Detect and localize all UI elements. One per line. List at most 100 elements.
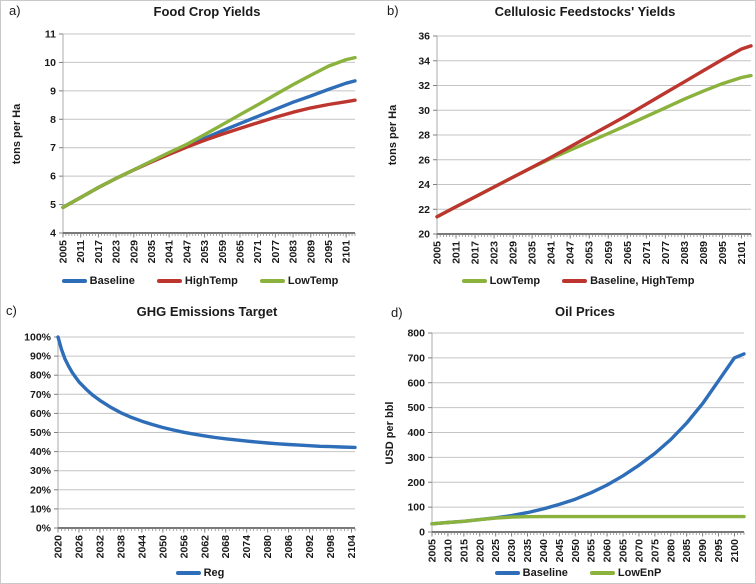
- x-tick-label: 2047: [565, 241, 577, 265]
- y-tick-label: 200: [407, 477, 425, 489]
- legend-item: Baseline: [61, 275, 135, 287]
- y-tick-label: 36: [418, 31, 430, 43]
- x-tick-label: 2085: [681, 539, 693, 563]
- y-tick-label: 800: [407, 328, 425, 340]
- series-line-baseline: [430, 352, 746, 526]
- x-tick-label: 2055: [586, 539, 598, 563]
- x-tick-label: 2017: [93, 240, 105, 264]
- x-tick-label: 2044: [136, 535, 148, 559]
- legend-item: HighTemp: [156, 275, 238, 287]
- legend-d: Baseline LowEnP: [407, 567, 749, 579]
- legend-item: LowEnP: [589, 567, 662, 579]
- y-tick-label: 90%: [30, 351, 52, 363]
- y-tick-label: 28: [418, 130, 430, 142]
- x-tick-label: 2104: [346, 535, 358, 559]
- y-tick-label: 400: [407, 427, 425, 439]
- x-tick-label: 2041: [546, 241, 558, 265]
- x-tick-label: 2090: [697, 539, 709, 563]
- x-tick-label: 2065: [234, 240, 246, 264]
- chart-title-b: Cellulosic Feedstocks' Yields: [494, 4, 676, 19]
- plot-area-c: 0% 10% 20% 30% 40% 50% 60% 70% 80% 90% 100% 2020 202…: [24, 332, 358, 559]
- y-axis-title-b: tons per Ha: [387, 104, 399, 166]
- x-tick-label: 2038: [115, 535, 127, 559]
- legend-swatch: [562, 279, 588, 283]
- legend-item: Baseline, HighTemp: [562, 275, 694, 287]
- legend-label: Baseline: [522, 567, 568, 579]
- chart-panel-b-cellulosic-feedstocks-yields: b) Cellulosic Feedstocks' Yields tons pe…: [379, 1, 755, 293]
- y-tick-label: 10%: [30, 503, 52, 515]
- x-tick-label: 2095: [717, 241, 729, 265]
- y-tick-label: 100%: [24, 332, 52, 344]
- x-tick-label: 2035: [146, 240, 158, 264]
- y-tick-label: 40%: [30, 446, 52, 458]
- legend-swatch: [589, 571, 615, 575]
- x-tick-label: 2005: [58, 240, 70, 264]
- y-tick-label: 20%: [30, 484, 52, 496]
- legend-b: LowTemp Baseline, HighTemp: [407, 275, 749, 287]
- plot-area-d: 0 100 200 300 400 500 600 700 800 2005 2010 2015 202…: [407, 328, 746, 563]
- legend-c: Reg: [29, 567, 371, 579]
- x-tick-label: 2089: [698, 241, 710, 265]
- y-tick-label: 32: [418, 80, 430, 92]
- x-tick-label: 2068: [220, 535, 232, 559]
- x-tick-label: 2053: [584, 241, 596, 265]
- panel-label-d: d): [391, 305, 403, 320]
- x-tick-label: 2053: [199, 240, 211, 264]
- x-tick-label: 2020: [474, 539, 486, 563]
- x-tick-label: 2101: [341, 240, 353, 264]
- x-tick-label: 2011: [451, 241, 463, 264]
- x-tick-label: 2095: [713, 539, 725, 563]
- legend-item: Reg: [175, 567, 224, 579]
- x-tick-label: 2011: [75, 240, 87, 263]
- chart-title-d: Oil Prices: [555, 304, 615, 319]
- series-line-lowenp: [430, 514, 746, 526]
- x-tick-label: 2010: [442, 539, 454, 563]
- x-tick-label: 2077: [270, 240, 282, 264]
- x-tick-label: 2089: [305, 240, 317, 264]
- y-tick-label: 0: [419, 527, 425, 539]
- x-tick-label: 2015: [458, 539, 470, 563]
- y-tick-label: 8: [50, 114, 56, 126]
- plot-area-b: 20 22 24 26 28 30 32 34 36 2005 2011 2017 2023 2029 20…: [418, 31, 753, 265]
- y-tick-label: 20: [418, 229, 430, 241]
- x-tick-label: 2023: [489, 241, 501, 265]
- y-tick-label: 4: [50, 228, 56, 240]
- legend-swatch: [259, 279, 285, 283]
- x-tick-label: 2045: [554, 539, 566, 563]
- legend-swatch: [61, 279, 87, 283]
- y-tick-label: 11: [45, 29, 56, 41]
- x-tick-label: 2029: [128, 240, 140, 264]
- y-tick-label: 6: [50, 171, 56, 183]
- chart-panel-d-oil-prices: d) Oil Prices USD per bbl 0 100 200 300 400 5…: [379, 293, 755, 583]
- y-tick-label: 5: [50, 199, 56, 211]
- x-tick-label: 2047: [181, 240, 193, 264]
- y-tick-label: 100: [407, 502, 425, 514]
- series-line-lowtemp: [61, 55, 357, 210]
- x-tick-label: 2050: [157, 535, 169, 559]
- y-tick-label: 7: [50, 142, 56, 154]
- x-tick-label: 2040: [538, 539, 550, 563]
- y-tick-label: 0%: [36, 523, 52, 535]
- legend-label: LowTemp: [489, 275, 541, 287]
- x-tick-label: 2077: [660, 241, 672, 265]
- x-tick-label: 2065: [618, 539, 630, 563]
- x-tick-label: 2005: [432, 241, 444, 265]
- legend-item: Baseline: [494, 567, 568, 579]
- y-tick-label: 500: [407, 402, 425, 414]
- x-tick-label: 2059: [217, 240, 229, 264]
- legend-swatch: [175, 571, 201, 575]
- series-line-baseline: [61, 79, 357, 210]
- y-tick-label: 70%: [30, 389, 52, 401]
- y-tick-label: 300: [407, 452, 425, 464]
- x-tick-label: 2083: [679, 241, 691, 265]
- panel-label-a: a): [9, 3, 21, 18]
- legend-label: LowEnP: [617, 567, 662, 579]
- series-line-lowtemp: [435, 73, 753, 219]
- legend-a: Baseline HighTemp LowTemp: [29, 275, 371, 287]
- x-tick-label: 2029: [508, 241, 520, 265]
- x-tick-label: 2074: [241, 535, 253, 559]
- series-line-reg: [56, 335, 357, 450]
- x-tick-label: 2080: [262, 535, 274, 559]
- legend-item: LowTemp: [259, 275, 338, 287]
